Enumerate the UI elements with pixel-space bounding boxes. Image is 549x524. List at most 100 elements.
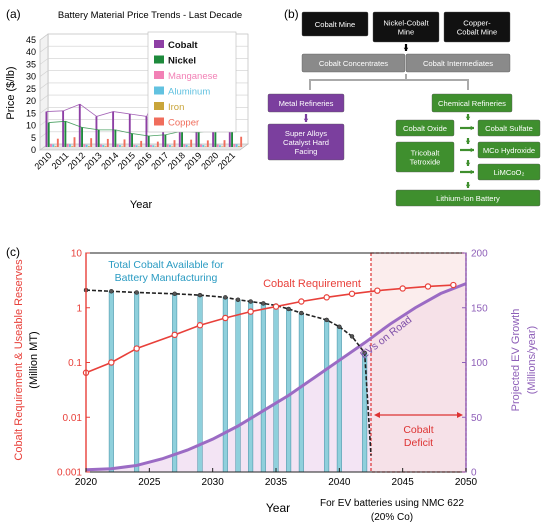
price-chart-gridline-side bbox=[39, 70, 49, 77]
node-label: Cobalt Concentrates bbox=[319, 59, 388, 68]
available-bar bbox=[336, 326, 342, 473]
price-chart-xtick-label: 2014 bbox=[99, 150, 120, 171]
requirement-marker bbox=[247, 308, 254, 315]
price-bar bbox=[64, 121, 67, 147]
price-bar bbox=[47, 122, 50, 147]
y-tick-label-right: 150 bbox=[471, 303, 488, 314]
panel-label-b: (b) bbox=[284, 7, 299, 21]
node-cobalt-intermediates: Cobalt Intermediates bbox=[405, 53, 511, 73]
price-chart-ytick-label: 25 bbox=[26, 84, 36, 94]
available-bar bbox=[235, 299, 241, 473]
flow-arrowhead bbox=[470, 147, 474, 153]
cobalt-chart-ylabel-right: Projected EV Growth bbox=[510, 309, 522, 412]
node-label: Tricobalt bbox=[411, 149, 441, 158]
annotation-available-2: Battery Manufacturing bbox=[115, 272, 218, 284]
node-label: Cobalt Mine bbox=[315, 20, 356, 29]
y-tick-label-right: 200 bbox=[471, 249, 488, 260]
node-cobalt-mine: Cobalt Mine bbox=[301, 11, 369, 37]
node-label: MCo Hydroxide bbox=[483, 146, 535, 155]
price-bar bbox=[114, 129, 117, 147]
flow-arrowhead bbox=[303, 118, 309, 122]
node-box bbox=[267, 93, 345, 113]
price-bar bbox=[166, 144, 169, 147]
price-chart-xlabel: Year bbox=[130, 199, 153, 211]
cobalt-chart-xlabel: Year bbox=[266, 501, 290, 515]
price-bar bbox=[78, 104, 81, 147]
price-bar bbox=[95, 116, 98, 147]
node-cobalt-oxide: Cobalt Oxide bbox=[395, 119, 455, 137]
price-bar bbox=[128, 114, 131, 147]
available-bar bbox=[286, 308, 292, 473]
available-marker bbox=[362, 350, 367, 356]
price-bar bbox=[152, 145, 155, 147]
node-box bbox=[443, 11, 511, 43]
flow-line bbox=[406, 79, 469, 90]
node-box bbox=[431, 93, 513, 113]
price-chart-xtick-label: 2012 bbox=[66, 150, 87, 171]
price-legend-box bbox=[147, 31, 237, 133]
price-bar bbox=[145, 116, 148, 147]
node-chemical-refineries: Chemical Refineries bbox=[431, 93, 513, 113]
price-bar bbox=[169, 145, 171, 147]
node-label: Mine bbox=[398, 28, 414, 37]
available-bar bbox=[260, 303, 266, 473]
available-marker bbox=[223, 295, 228, 300]
node-copper-cobalt-mine: Copper-Cobalt Mine bbox=[443, 11, 511, 43]
price-chart-ytick-label: 10 bbox=[26, 121, 36, 131]
deficit-arrowhead-right bbox=[457, 412, 463, 418]
node-metal-refineries: Metal Refineries bbox=[267, 93, 345, 113]
price-legend-label: Iron bbox=[168, 102, 184, 113]
requirement-marker bbox=[424, 283, 432, 290]
price-chart-gridline-side bbox=[39, 94, 49, 102]
price-bar bbox=[106, 138, 109, 147]
node-box bbox=[395, 119, 455, 137]
price-chart-ytick-label: 30 bbox=[26, 72, 36, 82]
price-bar bbox=[52, 144, 55, 147]
price-bar bbox=[123, 139, 126, 147]
price-legend-swatch bbox=[154, 40, 164, 48]
price-bar bbox=[104, 146, 107, 147]
cobalt-chart-ylabel-left: Cobalt Requirement & Useable Reserves bbox=[13, 259, 25, 461]
price-bar bbox=[69, 144, 71, 147]
price-bar bbox=[119, 145, 121, 147]
requirement-marker bbox=[133, 345, 140, 352]
node-box bbox=[477, 163, 541, 181]
x-tick-label: 2040 bbox=[328, 477, 351, 488]
price-bar bbox=[71, 146, 74, 147]
price-legend-swatch bbox=[154, 55, 164, 64]
panel-label-a: (a) bbox=[6, 7, 21, 21]
flow-arrowhead bbox=[465, 140, 471, 144]
node-licoo2: LiMCoO₂ bbox=[477, 163, 541, 181]
price-bar bbox=[185, 144, 188, 147]
price-bar bbox=[219, 145, 221, 147]
node-mco-hydroxide: MCo Hydroxide bbox=[477, 141, 541, 159]
flow-arrowhead bbox=[470, 125, 474, 131]
node-label: Metal Refineries bbox=[279, 99, 334, 108]
price-legend-swatch bbox=[154, 102, 164, 110]
price-bar bbox=[102, 145, 105, 147]
flow-arrowhead bbox=[465, 116, 471, 120]
cobalt-chart-footnote-2: (20% Co) bbox=[371, 512, 413, 523]
price-chart-ylabel: Price ($/lb) bbox=[5, 66, 17, 119]
node-label: Catalyst Hard bbox=[283, 138, 329, 147]
price-bar bbox=[181, 131, 183, 147]
price-chart-title: Battery Material Price Trends - Last Dec… bbox=[58, 10, 242, 21]
price-bar bbox=[206, 140, 209, 147]
price-bar bbox=[156, 141, 159, 147]
available-bar bbox=[172, 293, 178, 473]
price-chart-legend: Cobalt Nickel Manganese Aluminum Iron Copper bbox=[147, 31, 237, 133]
price-bar bbox=[140, 140, 143, 147]
price-chart-gridline-side bbox=[39, 82, 49, 90]
x-tick-label: 2030 bbox=[202, 477, 225, 488]
annotation-requirement: Cobalt Requirement bbox=[263, 278, 361, 290]
annotation-available: Total Cobalt Available for bbox=[108, 259, 224, 271]
flow-line bbox=[309, 74, 407, 90]
flow-arrowhead bbox=[465, 162, 471, 166]
price-bar bbox=[83, 144, 86, 147]
price-legend-label: Cobalt bbox=[168, 40, 198, 51]
node-label: Facing bbox=[295, 147, 318, 156]
price-bar bbox=[116, 144, 119, 147]
price-bar bbox=[62, 110, 65, 147]
flow-arrowhead bbox=[465, 184, 471, 188]
